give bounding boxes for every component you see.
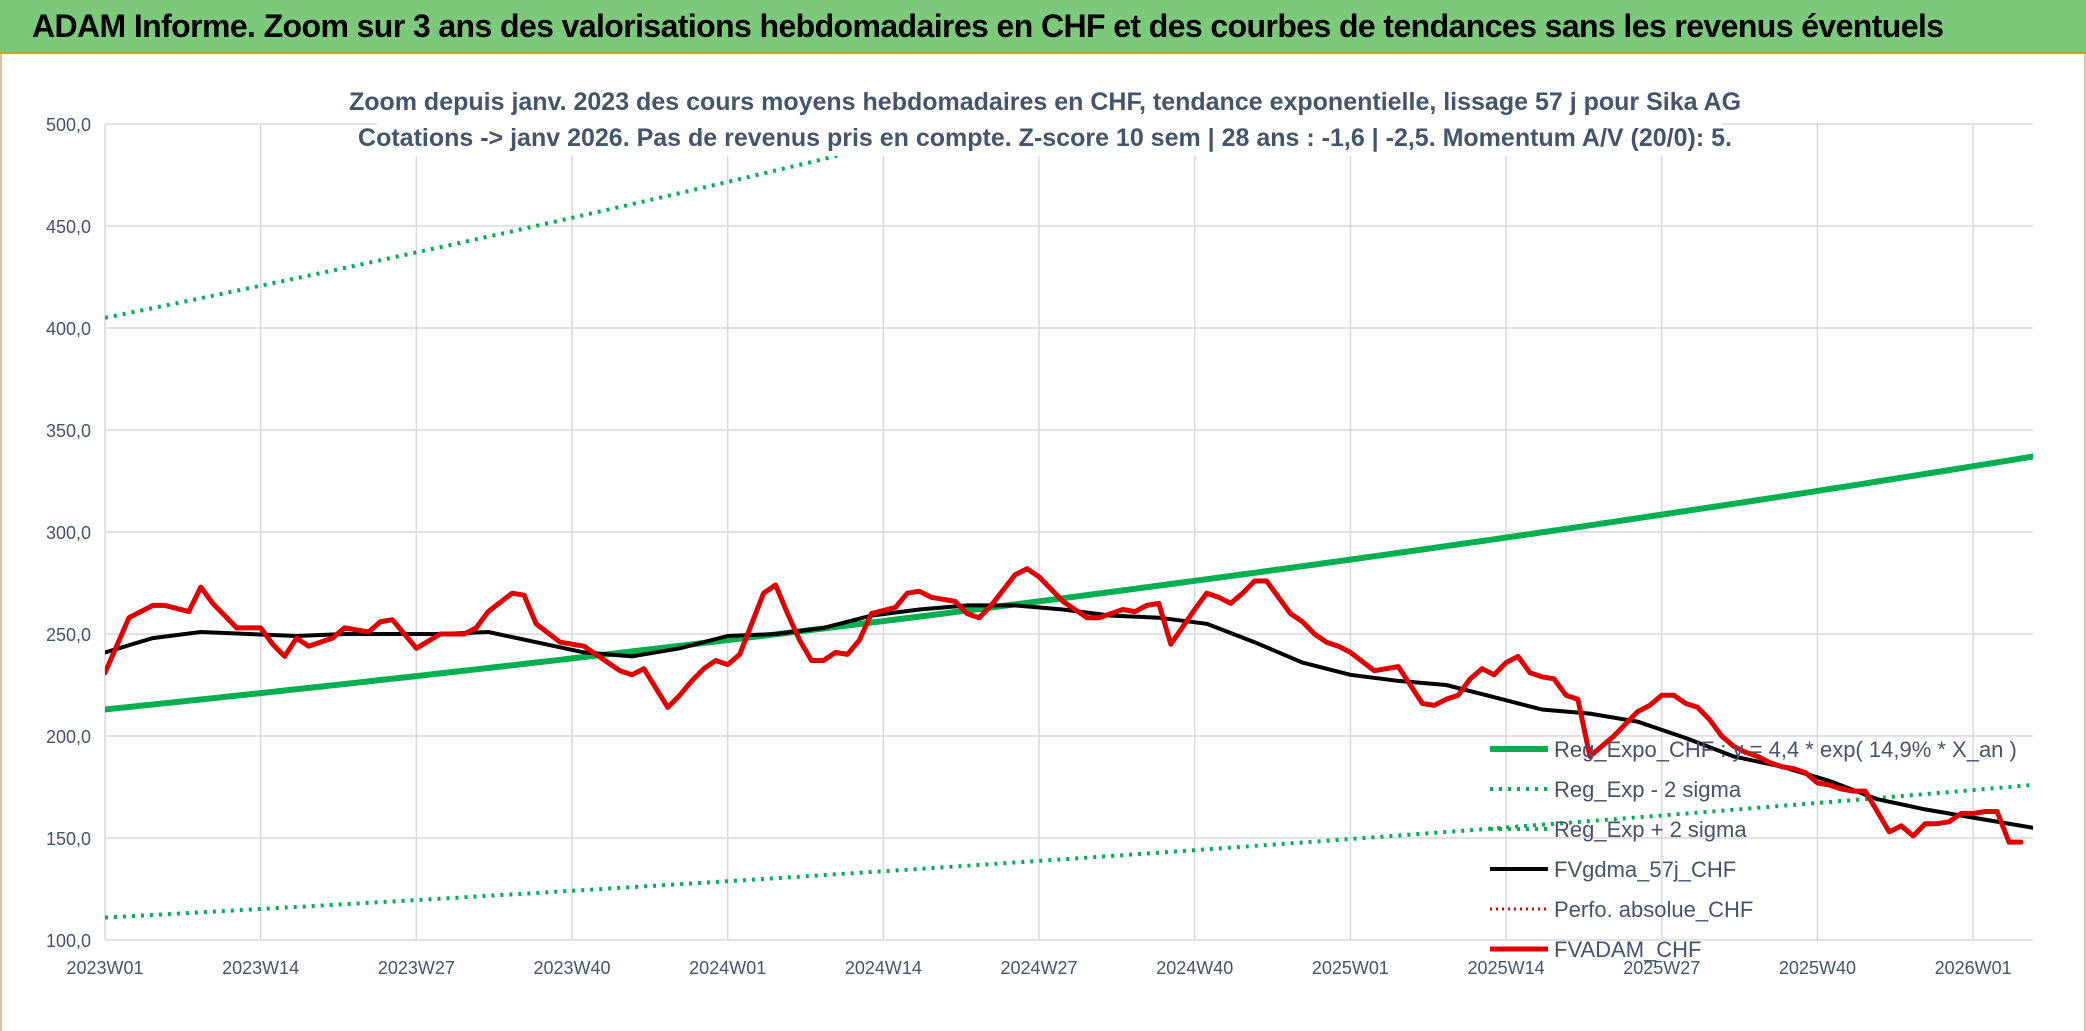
y-tick-label: 500,0 xyxy=(46,115,91,135)
chart-frame: 100,0 150,0 200,0 250,0 300,0 350,0 400,0 450,0… xyxy=(0,54,2086,1031)
y-tick-label: 300,0 xyxy=(46,523,91,543)
legend-label-perfo-absolue-chf: Perfo. absolue_CHF xyxy=(1554,897,1753,922)
x-tick-label: 2024W01 xyxy=(689,958,766,978)
y-tick-label: 400,0 xyxy=(46,319,91,339)
legend-label-fvadam-chf: FVADAM_CHF xyxy=(1554,937,1702,962)
y-tick-label: 150,0 xyxy=(46,829,91,849)
report-banner: ADAM Informe. Zoom sur 3 ans des valoris… xyxy=(0,0,2086,54)
y-tick-label: 450,0 xyxy=(46,217,91,237)
series-line-reg-expo-chf-y-4-4-exp-14-9-x-an xyxy=(105,453,2033,713)
series-line-fvadam-chf xyxy=(105,566,2024,845)
y-tick-label: 250,0 xyxy=(46,625,91,645)
subtitle-background xyxy=(377,82,1722,156)
x-tick-label: 2026W01 xyxy=(1935,958,2012,978)
y-axis-ticks: 100,0 150,0 200,0 250,0 300,0 350,0 400,0 450,0… xyxy=(46,115,91,951)
x-tick-label: 2024W40 xyxy=(1156,958,1233,978)
series-line-fvgdma-57j-chf xyxy=(105,603,2033,830)
x-tick-label: 2023W14 xyxy=(222,958,299,978)
chart-series xyxy=(105,124,2033,920)
x-axis-ticks: 2023W01 2023W14 2023W27 2023W40 2024W01 2024W… xyxy=(66,958,2011,978)
legend-label-reg-exp-2-sigma: Reg_Exp - 2 sigma xyxy=(1554,777,1742,802)
chart-title-line-1: Zoom depuis janv. 2023 des cours moyens … xyxy=(349,88,1741,116)
x-tick-label: 2024W27 xyxy=(1001,958,1078,978)
legend-label-fvgdma-57j-chf: FVgdma_57j_CHF xyxy=(1554,857,1736,882)
series-line-reg-exp-2-sigma xyxy=(105,783,2033,920)
x-tick-label: 2025W27 xyxy=(1623,958,1700,978)
legend-label-reg-exp-2-sigma: Reg_Exp + 2 sigma xyxy=(1554,817,1747,842)
x-tick-label: 2023W01 xyxy=(66,958,143,978)
x-tick-label: 2025W40 xyxy=(1779,958,1856,978)
x-tick-label: 2023W27 xyxy=(378,958,455,978)
y-tick-label: 350,0 xyxy=(46,421,91,441)
x-tick-label: 2025W01 xyxy=(1312,958,1389,978)
chart-grid xyxy=(104,123,2033,941)
x-tick-label: 2025W14 xyxy=(1468,958,1545,978)
y-tick-label: 100,0 xyxy=(46,931,91,951)
x-tick-label: 2024W14 xyxy=(845,958,922,978)
x-tick-label: 2023W40 xyxy=(533,958,610,978)
report-title: ADAM Informe. Zoom sur 3 ans des valoris… xyxy=(32,8,1944,44)
weekly-valuation-chart: 100,0 150,0 200,0 250,0 300,0 350,0 400,0 450,0… xyxy=(46,82,2033,978)
chart-legend: Reg_Expo_CHF : y = 4,4 * exp( 14,9% * X_… xyxy=(1490,737,2017,962)
y-tick-label: 200,0 xyxy=(46,727,91,747)
legend-label-reg-expo-chf-y-4-4-exp-14-9-x-an: Reg_Expo_CHF : y = 4,4 * exp( 14,9% * X_… xyxy=(1554,737,2017,762)
chart-title-line-2: Cotations -> janv 2026. Pas de revenus p… xyxy=(358,124,1732,152)
